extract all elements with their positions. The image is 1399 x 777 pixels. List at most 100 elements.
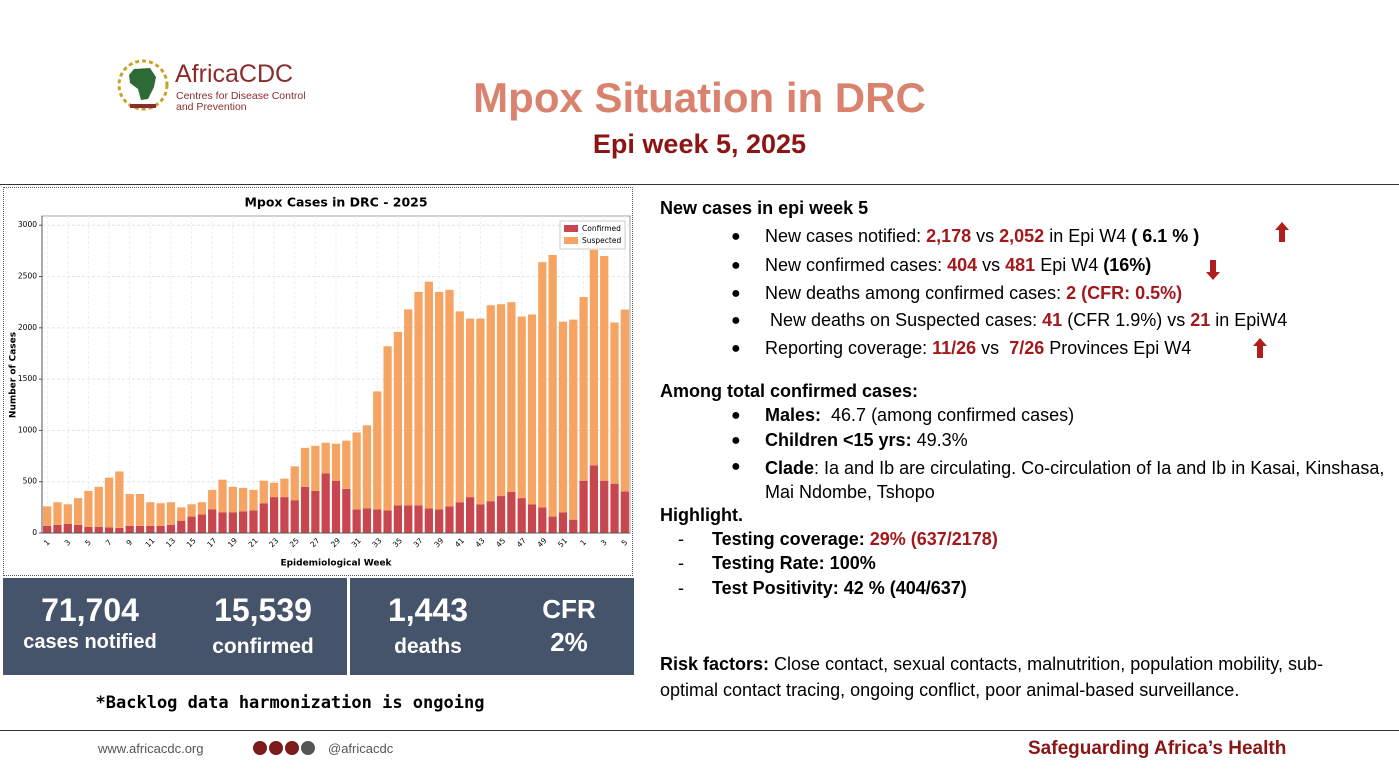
- stat-label: deaths: [394, 635, 462, 658]
- x-tick-label: 35: [391, 536, 404, 549]
- bar-segment: [342, 488, 351, 533]
- bar-segment: [362, 508, 372, 533]
- bar-segment: [43, 525, 52, 533]
- y-tick-label: 3000: [18, 220, 37, 229]
- bullet: ●: [731, 432, 741, 449]
- x-axis-label: Epidemiological Week: [280, 559, 392, 569]
- list-item: Test Positivity: 42 % (404/637): [712, 578, 967, 599]
- list-item: Children <15 yrs: 49.3%: [765, 430, 968, 451]
- chart: Mpox Cases in DRC - 2025 Epidemiological…: [9, 195, 631, 569]
- stats-box: [3, 578, 634, 675]
- x-tick-label: 1: [42, 538, 52, 548]
- bar-segment: [476, 318, 485, 505]
- x-tick-label: 21: [247, 536, 260, 549]
- x-tick-label: 13: [164, 536, 177, 549]
- logo-line: and Prevention: [176, 101, 247, 113]
- dash: -: [678, 578, 684, 598]
- bar-segment: [527, 504, 537, 533]
- list-item: New deaths among confirmed cases: 2 (CFR…: [765, 283, 1182, 304]
- bar-segment: [569, 519, 578, 533]
- x-tick-label: 37: [412, 536, 425, 549]
- bar-segment: [115, 527, 124, 533]
- bar-segment: [63, 523, 72, 533]
- legend-label: Suspected: [582, 236, 621, 245]
- bar-segment: [290, 466, 299, 501]
- bar-segment: [239, 511, 248, 533]
- bullet: ●: [731, 228, 741, 245]
- list-item: Testing Rate: 100%: [712, 553, 876, 574]
- text-run: vs: [976, 338, 1010, 358]
- bar-segment: [94, 486, 103, 527]
- bar-segment: [280, 497, 289, 533]
- list-item: New cases notified: 2,178 vs 2,052 in Ep…: [765, 226, 1199, 247]
- x-tick-label: 33: [370, 536, 383, 549]
- logo-name: AfricaCDC: [175, 60, 294, 88]
- bullet: ●: [731, 407, 741, 424]
- bullet: ●: [731, 458, 741, 475]
- x-tick-label: 3: [63, 538, 73, 548]
- x-tick-label: 39: [432, 536, 445, 549]
- bar-segment: [239, 487, 248, 512]
- bullet: ●: [731, 340, 741, 357]
- bar-segment: [115, 471, 124, 528]
- x-tick-label: 25: [288, 536, 301, 549]
- bar-segment: [311, 445, 320, 491]
- text-run: in Epi W4: [1044, 226, 1132, 246]
- bar-segment: [383, 346, 392, 511]
- stat-label: cases notified: [23, 631, 157, 653]
- list-item: Reporting coverage: 11/26 vs 7/26 Provin…: [765, 338, 1191, 359]
- dash: -: [678, 529, 684, 549]
- bar-segment: [548, 254, 557, 517]
- bar-segment: [228, 486, 237, 513]
- text-run: vs: [971, 226, 1000, 246]
- stat-value: 15,539: [214, 592, 312, 628]
- bar-segment: [455, 311, 464, 503]
- text-run: 2,052: [999, 226, 1045, 246]
- bar-segment: [373, 391, 382, 510]
- bar-segment: [104, 527, 114, 533]
- text-run: Testing coverage:: [712, 529, 870, 549]
- text-run: 404: [947, 255, 978, 275]
- bar-segment: [496, 496, 506, 533]
- bar-segment: [435, 291, 444, 510]
- text-run: Clade: [765, 458, 815, 478]
- bar-segment: [300, 486, 310, 533]
- x-tick-label: 7: [104, 538, 114, 548]
- bar-segment: [445, 506, 454, 533]
- bar-segment: [63, 504, 72, 524]
- bar-segment: [424, 508, 433, 533]
- bar-segment: [620, 309, 629, 492]
- text-run: 21: [1190, 310, 1211, 330]
- bar-segment: [280, 478, 289, 498]
- list-item: New confirmed cases: 404 vs 481 Epi W4 (…: [765, 255, 1151, 276]
- text-run: : Ia and Ib are circulating. Co-circulat…: [765, 458, 1385, 502]
- x-tick-label: 3: [599, 538, 609, 548]
- bar-segment: [558, 321, 568, 513]
- text-run: Close contact, sexual contacts, malnutri…: [660, 654, 1323, 700]
- chart-frame: [3, 187, 633, 576]
- page-title: Mpox Situation in DRC: [473, 74, 926, 121]
- bar-segment: [84, 490, 93, 527]
- bar-segment: [486, 501, 495, 533]
- bar-segment: [476, 504, 485, 533]
- bar-segment: [465, 497, 475, 533]
- bar-segment: [538, 507, 547, 533]
- y-axis-label: Number of Cases: [9, 332, 19, 418]
- bar-segment: [321, 442, 330, 474]
- bar-segment: [146, 525, 155, 533]
- text-run: New cases notified:: [765, 226, 927, 246]
- bar-segment: [507, 491, 516, 533]
- risk-factors: Risk factors: Close contact, sexual cont…: [660, 651, 1380, 703]
- website: www.africacdc.org: [98, 741, 204, 756]
- x-tick-label: 51: [556, 536, 569, 549]
- bar-segment: [104, 477, 114, 528]
- bar-segment: [455, 502, 464, 533]
- text-run: Males:: [765, 405, 822, 425]
- bar-segment: [331, 443, 341, 481]
- text-run: 2,178: [926, 226, 972, 246]
- bar-segment: [393, 331, 403, 506]
- note: *Backlog data harmonization is ongoing: [95, 693, 485, 713]
- text-run: Testing Rate: 100%: [712, 553, 876, 573]
- legend-swatch: [564, 237, 578, 244]
